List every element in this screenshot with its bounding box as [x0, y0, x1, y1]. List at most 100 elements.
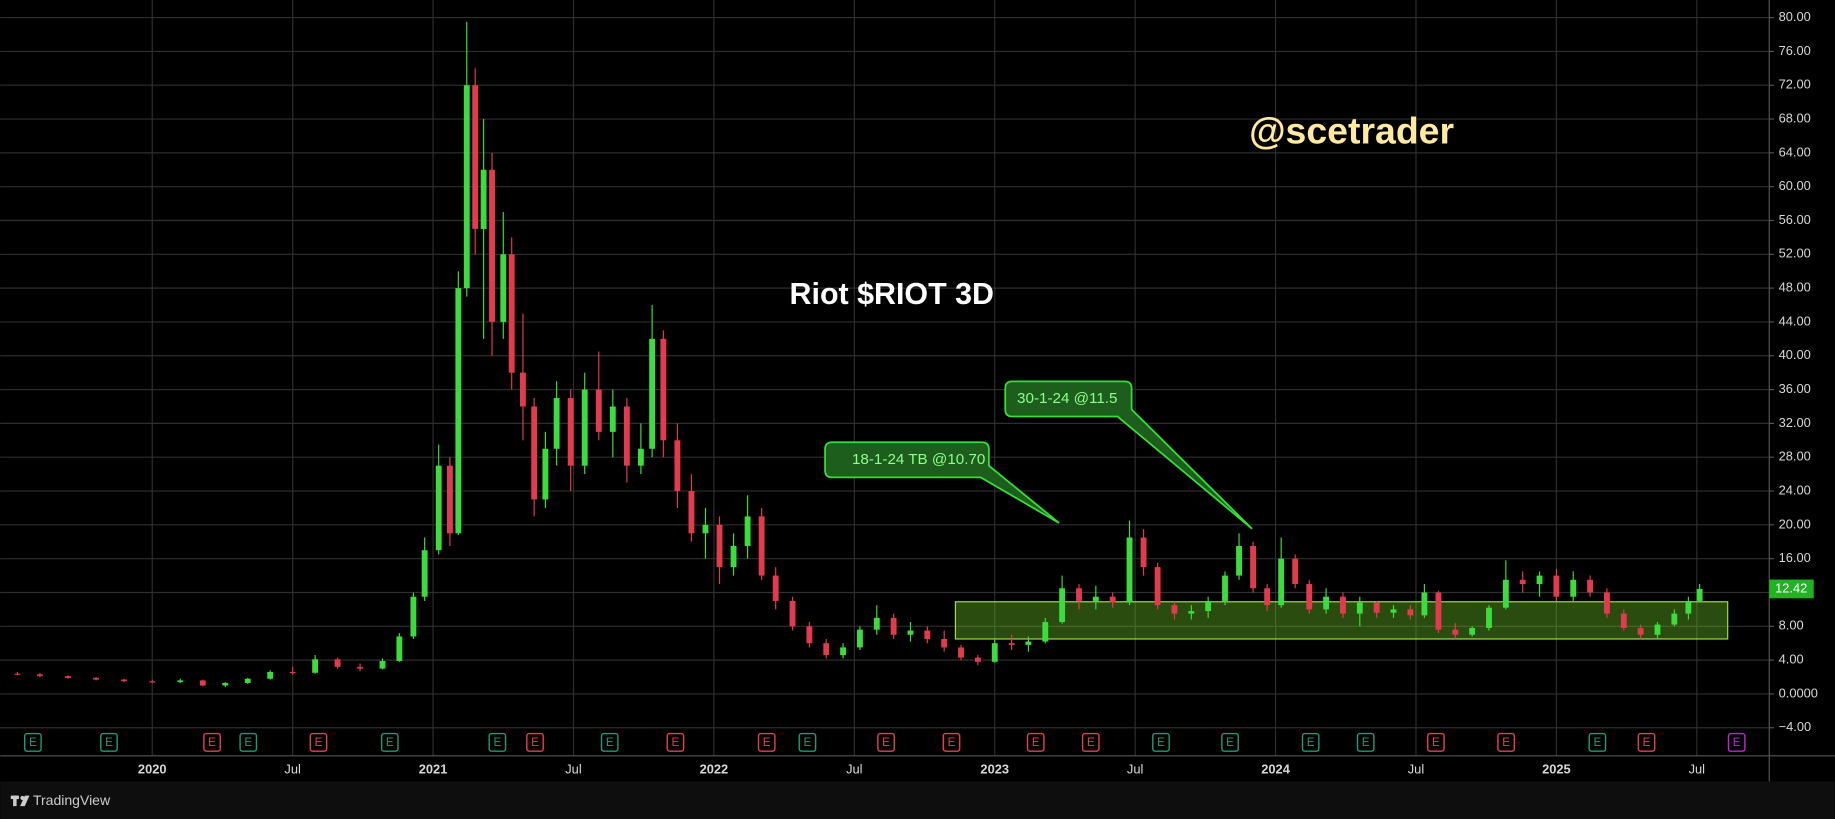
candle-body	[446, 465, 453, 534]
y-tick-label: 52.00	[1779, 246, 1811, 261]
y-tick-label: 36.00	[1779, 381, 1811, 396]
candle-body	[1264, 588, 1271, 606]
candle-body	[1008, 643, 1015, 645]
candle-body	[410, 596, 417, 637]
candle-body	[567, 398, 574, 466]
candle-body	[1356, 602, 1363, 614]
candle-body	[1126, 537, 1133, 603]
candle-body	[149, 681, 156, 683]
earnings-label: E	[1643, 736, 1651, 749]
earnings-label: E	[1362, 736, 1370, 749]
candle-body	[435, 465, 442, 551]
candle-body	[1553, 575, 1560, 597]
x-tick-label: Jul	[846, 761, 862, 776]
earnings-label: E	[493, 736, 501, 749]
earnings-label: E	[386, 736, 394, 749]
candle-body	[1654, 624, 1661, 635]
earnings-label: E	[606, 736, 614, 749]
candle-body	[1435, 592, 1442, 630]
y-tick-label: 16.00	[1779, 550, 1811, 565]
y-tick-label: 56.00	[1779, 212, 1811, 227]
candle-body	[907, 630, 914, 635]
x-tick-label: 2023	[980, 761, 1009, 776]
candle-body	[1685, 600, 1692, 614]
earnings-label: E	[315, 736, 323, 749]
candle-body	[857, 629, 863, 648]
x-tick-label: Jul	[1408, 761, 1424, 776]
earnings-label: E	[1226, 736, 1234, 749]
callout-text: 30-1-24 @11.5	[1017, 390, 1117, 407]
y-tick-label: 40.00	[1779, 347, 1811, 362]
earnings-label: E	[1087, 736, 1095, 749]
earnings-label: E	[763, 736, 771, 749]
earnings-label: E	[1032, 736, 1040, 749]
candle-body	[93, 677, 100, 680]
candle-body	[649, 338, 656, 449]
earnings-marker	[1588, 732, 1607, 752]
candle-body	[730, 545, 737, 568]
earnings-label: E	[1593, 736, 1601, 749]
candle-body	[609, 406, 616, 432]
grid	[0, 0, 1770, 756]
candle-body	[1570, 579, 1577, 597]
candle-body	[1486, 607, 1492, 628]
y-tick-label: 32.00	[1779, 415, 1811, 430]
y-tick-label: 24.00	[1779, 482, 1811, 497]
y-tick-label: 60.00	[1779, 178, 1811, 193]
y-tick-label: 48.00	[1779, 280, 1811, 295]
x-tick-label: 2022	[700, 761, 729, 776]
earnings-label: E	[804, 736, 812, 749]
y-tick-label: 68.00	[1779, 110, 1811, 125]
logo-part	[13, 795, 17, 807]
candle-body	[637, 448, 644, 466]
earnings-marker	[380, 732, 399, 752]
brand: TradingView	[33, 792, 111, 808]
candle-body	[1188, 611, 1195, 614]
earnings-marker	[488, 732, 507, 752]
candle-body	[744, 516, 751, 546]
candle-body	[1637, 627, 1644, 635]
callout-text: 18-1-24 TB @10.70	[852, 451, 985, 468]
candle-body	[991, 643, 998, 662]
candle-body	[1620, 613, 1627, 628]
y-tick-label: 64.00	[1779, 144, 1811, 159]
candle-body	[1340, 596, 1346, 614]
candle-body	[1519, 579, 1526, 585]
x-tick-label: Jul	[565, 761, 581, 776]
candle-body	[1502, 579, 1509, 608]
candle-body	[688, 491, 695, 534]
candle-body	[772, 575, 779, 601]
candle-body	[1323, 596, 1330, 610]
candle-body	[421, 550, 428, 597]
candle-body	[500, 254, 507, 322]
candle-body	[455, 288, 462, 534]
candle-body	[1154, 567, 1161, 606]
y-tick-label: 28.00	[1779, 449, 1811, 464]
candle-body	[357, 666, 363, 669]
earnings-marker	[309, 732, 328, 752]
y-tick-label: 4.00	[1779, 652, 1804, 667]
candle-body	[1292, 558, 1299, 585]
candle-body	[1109, 596, 1116, 603]
earnings-marker	[798, 732, 817, 752]
candle-body	[581, 389, 588, 466]
candle-body	[660, 338, 667, 441]
candle-body	[489, 169, 495, 322]
candle-body	[472, 85, 479, 229]
candle-body	[1236, 545, 1242, 576]
earnings-marker	[1427, 732, 1445, 752]
candle-body	[177, 680, 184, 683]
candle-body	[702, 524, 709, 534]
candle-body	[840, 647, 847, 656]
candle-body	[199, 680, 206, 686]
candle-body	[716, 524, 723, 568]
candle-body	[1587, 579, 1594, 593]
candle-body	[1025, 641, 1032, 645]
candle-body	[463, 85, 470, 289]
candle-body	[1536, 575, 1543, 585]
earnings-label: E	[1502, 736, 1510, 749]
earnings-label: E	[244, 736, 252, 749]
candle-body	[1407, 609, 1414, 616]
